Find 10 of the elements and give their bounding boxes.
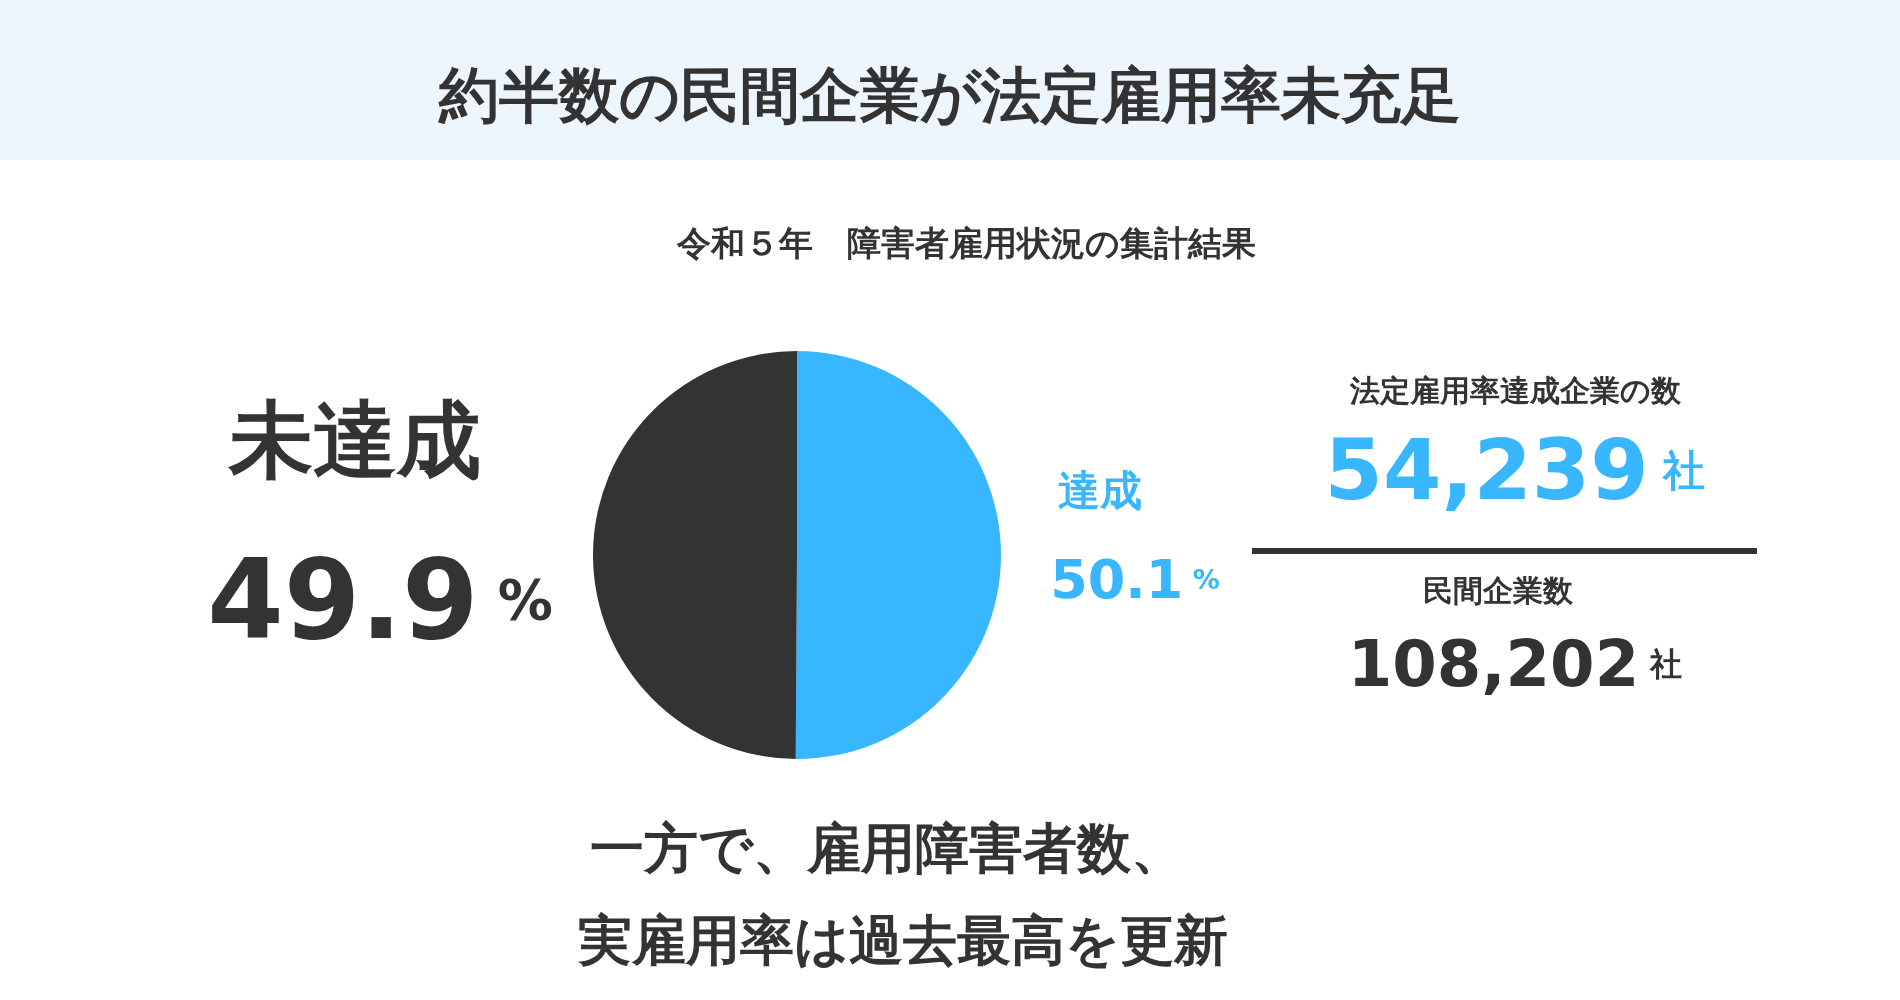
text: 民間企業数 [1423, 572, 1574, 608]
text: 法定雇用率達成企業の数 [1348, 372, 1682, 408]
data-label: 50.1 % [1050, 547, 1220, 611]
text: 実雇用率は過去最高を更新 [577, 908, 1228, 972]
chart-title: 約半数の民間企業が法定雇用率未充足 [438, 60, 1461, 130]
slice-label: 達成 [1058, 465, 1142, 515]
data-label: 49.9 % [207, 536, 553, 664]
text: 一方で、雇用障害者数、 [589, 816, 1185, 880]
chart-subtitle: 令和５年 障害者雇用状況の集計結果 [675, 223, 1256, 263]
slice-label: 未達成 [227, 391, 481, 489]
